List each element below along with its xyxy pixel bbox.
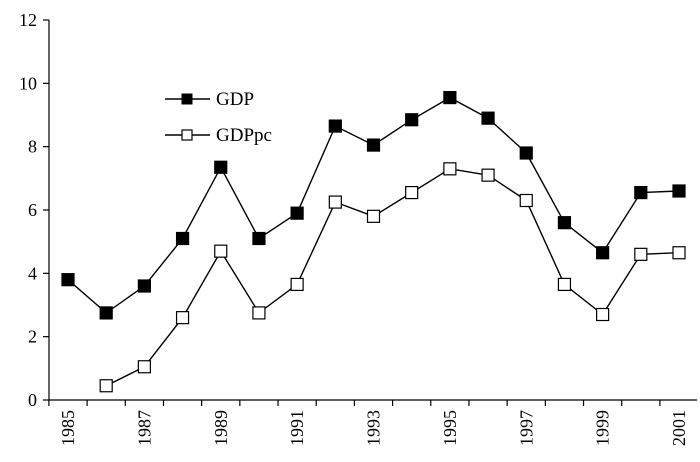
data-point-0-1987 <box>137 279 151 293</box>
data-point-0-1992 <box>328 119 342 133</box>
data-point-1-1993 <box>366 209 381 223</box>
legend-item-gdppc: GDPpc <box>165 125 272 146</box>
y-tick-label-4: 8 <box>28 137 37 157</box>
data-point-0-1998 <box>557 216 572 230</box>
data-point-1-1991 <box>290 277 304 292</box>
data-point-0-1988 <box>175 231 190 246</box>
y-tick-label-0: 0 <box>28 390 37 410</box>
legend-marker-gdp <box>181 93 193 105</box>
data-point-1-1999 <box>596 307 610 322</box>
data-point-1-1992 <box>328 195 342 209</box>
data-point-1-1988 <box>175 311 190 325</box>
data-point-0-1995 <box>443 90 457 105</box>
series-1 <box>99 162 686 393</box>
data-point-0-1994 <box>405 113 419 127</box>
data-point-1-1989 <box>214 244 228 258</box>
y-tick-label-2: 4 <box>28 263 37 283</box>
data-point-0-1991 <box>290 206 304 220</box>
data-point-0-1990 <box>252 231 266 246</box>
data-point-0-1986 <box>99 306 113 320</box>
series-layer <box>61 90 686 393</box>
x-tick-label-1: 1987 <box>134 410 154 446</box>
series-0 <box>61 90 686 320</box>
data-point-0-1996 <box>481 111 495 125</box>
y-tick-label-3: 6 <box>28 200 37 220</box>
data-point-1-1996 <box>481 168 495 182</box>
legend-item-gdp: GDP <box>165 89 254 110</box>
data-point-1-1987 <box>137 360 151 374</box>
x-tick-label-3: 1991 <box>287 410 307 446</box>
data-point-1-1998 <box>557 277 572 292</box>
data-point-0-1985 <box>61 273 75 287</box>
data-point-1-2001 <box>672 246 686 260</box>
y-tick-label-6: 12 <box>19 10 37 30</box>
x-tick-label-4: 1993 <box>364 410 384 446</box>
x-tick-label-2: 1989 <box>211 410 231 446</box>
legend-label-gdp: GDP <box>216 89 254 110</box>
series-line-0 <box>67 96 680 314</box>
data-point-1-2000 <box>634 247 648 261</box>
y-ticks: 0 2 4 6 8 10 12 <box>19 10 49 410</box>
x-tick-label-0: 1985 <box>58 410 78 446</box>
legend-label-gdppc: GDPpc <box>216 125 272 146</box>
data-point-1-1994 <box>405 185 419 200</box>
y-tick-label-1: 2 <box>28 327 37 347</box>
data-point-1-1990 <box>252 306 266 320</box>
data-point-1-1986 <box>99 379 113 393</box>
data-point-0-2000 <box>634 185 648 200</box>
legend-marker-gdppc <box>181 129 193 141</box>
data-point-1-1997 <box>519 193 533 208</box>
data-point-1-1995 <box>443 162 457 176</box>
x-tick-label-5: 1995 <box>440 410 460 446</box>
data-point-0-2001 <box>672 184 686 198</box>
y-tick-label-5: 10 <box>19 73 37 93</box>
data-point-0-1999 <box>596 246 610 260</box>
x-tick-label-6: 1997 <box>516 410 536 446</box>
legend: GDP GDPpc <box>165 89 272 146</box>
data-point-0-1997 <box>519 146 533 160</box>
data-point-0-1989 <box>214 160 228 174</box>
x-tick-label-8: 2001 <box>669 410 689 446</box>
data-point-0-1993 <box>366 138 381 152</box>
x-tick-label-7: 1999 <box>593 410 613 446</box>
x-ticks: 1985 1987 1989 1991 1993 1995 1997 1999 2001 <box>48 400 689 446</box>
series-line-1 <box>105 168 680 387</box>
